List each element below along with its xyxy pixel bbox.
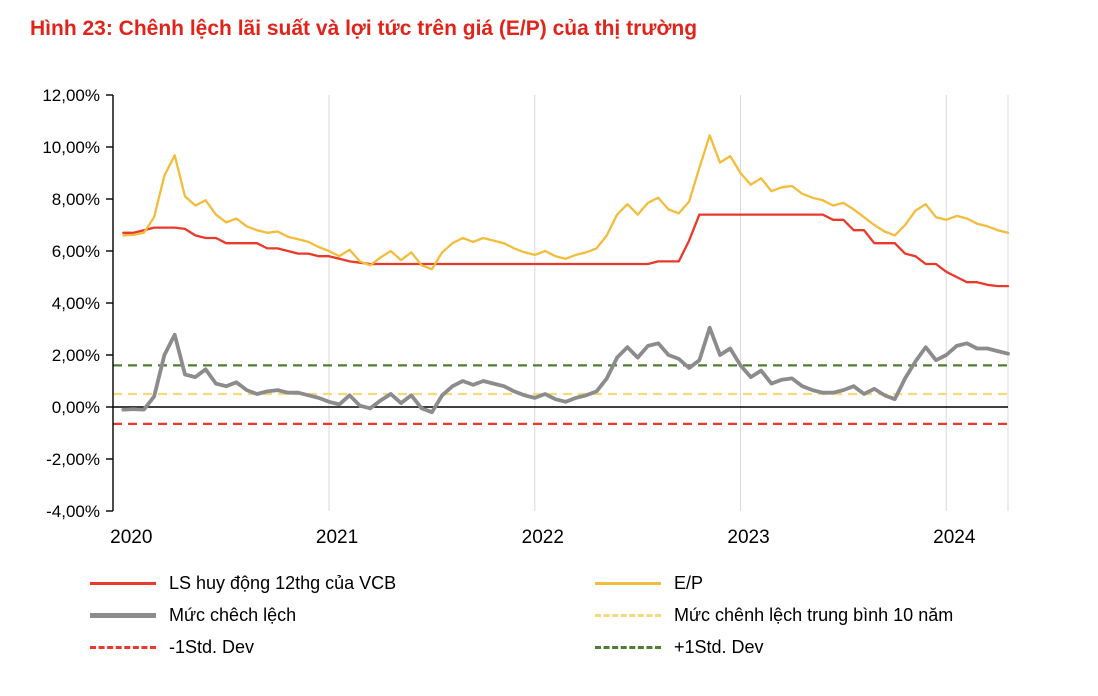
spread-line-swatch [90, 612, 156, 618]
legend-label-avg-spread: Mức chênh lệch trung bình 10 năm [674, 605, 954, 625]
plus-1sd-line-swatch [595, 645, 661, 649]
svg-text:2024: 2024 [933, 527, 976, 548]
vcb-rate-line-swatch [90, 581, 156, 585]
legend-label-plus-1sd: +1Std. Dev [674, 637, 764, 657]
svg-text:2020: 2020 [110, 527, 152, 548]
svg-text:-4,00%: -4,00% [46, 502, 100, 521]
svg-text:6,00%: 6,00% [52, 242, 100, 261]
chart-svg: 12,00% 10,00% 8,00% 6,00% 4,00% 2,00% 0,00% -2,… [42, 86, 1010, 548]
figure-title: Hình 23: Chênh lệch lãi suất và lợi tức … [30, 17, 698, 40]
svg-text:2022: 2022 [522, 527, 564, 548]
chart-area: 12,00% 10,00% 8,00% 6,00% 4,00% 2,00% 0,00% -2,… [0, 80, 1098, 554]
legend-item-vcb-rate: LS huy động 12thg của VCB [90, 572, 595, 594]
svg-text:2,00%: 2,00% [52, 346, 100, 365]
legend-item-minus-1sd: -1Std. Dev [90, 636, 595, 658]
figure: Hình 23: Chênh lệch lãi suất và lợi tức … [0, 16, 1098, 696]
svg-text:4,00%: 4,00% [52, 294, 100, 313]
svg-text:2023: 2023 [727, 527, 769, 548]
minus-1sd-line-swatch [90, 645, 156, 649]
legend-label-spread: Mức chêch lệch [169, 605, 297, 625]
legend-item-spread: Mức chêch lệch [90, 604, 595, 626]
legend-item-ep: E/P [595, 572, 1050, 594]
svg-text:10,00%: 10,00% [42, 138, 100, 157]
avg-spread-line-swatch [595, 613, 661, 617]
svg-text:-2,00%: -2,00% [46, 450, 100, 469]
legend: LS huy động 12thg của VCB E/P Mức chêch … [90, 572, 1050, 658]
svg-text:12,00%: 12,00% [42, 86, 100, 105]
legend-label-ep: E/P [674, 573, 704, 593]
svg-text:0,00%: 0,00% [52, 398, 100, 417]
legend-label-minus-1sd: -1Std. Dev [169, 637, 255, 657]
legend-item-avg-spread: Mức chênh lệch trung bình 10 năm [595, 604, 1050, 626]
svg-text:8,00%: 8,00% [52, 190, 100, 209]
ep-line-swatch [595, 581, 661, 585]
legend-item-plus-1sd: +1Std. Dev [595, 636, 1050, 658]
svg-text:2021: 2021 [316, 527, 358, 548]
legend-label-vcb-rate: LS huy động 12thg của VCB [169, 573, 397, 593]
